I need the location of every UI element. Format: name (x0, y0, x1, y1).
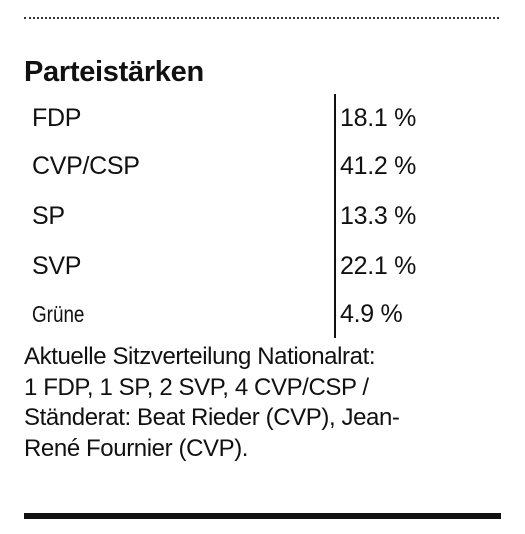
party-name: Grüne (32, 301, 85, 327)
party-share: 41.2 % (340, 152, 417, 180)
party-name: CVP/CSP (32, 152, 140, 180)
column-divider (334, 94, 336, 338)
table-row-svp: SVP 22.1 % (24, 242, 499, 288)
party-name: SVP (32, 252, 82, 280)
party-name: SP (32, 202, 65, 230)
party-share: 22.1 % (340, 252, 417, 280)
party-share: 18.1 % (340, 104, 417, 132)
party-share: 13.3 % (340, 202, 417, 230)
party-share: 4.9 % (340, 300, 403, 328)
seat-distribution-note: Aktuelle Sitzverteilung Nationalrat: 1 F… (24, 342, 504, 464)
table-row-gruene: Grüne 4.9 % (24, 290, 499, 336)
table-row-cvp-csp: CVP/CSP 41.2 % (24, 142, 499, 188)
note-line: René Fournier (CVP). (24, 434, 249, 462)
note-line: Aktuelle Sitzverteilung Nationalrat: (24, 343, 376, 370)
table-row-fdp: FDP 18.1 % (24, 94, 499, 140)
note-line: 1 FDP, 1 SP, 2 SVP, 4 CVP/CSP / (24, 373, 369, 401)
table-row-sp: SP 13.3 % (24, 192, 499, 238)
top-dotted-divider (24, 17, 499, 19)
party-strength-table: FDP 18.1 % CVP/CSP 41.2 % SP 13.3 % SVP … (24, 94, 499, 338)
note-line: Ständerat: Beat Rieder (CVP), Jean- (24, 404, 400, 431)
bottom-divider (24, 513, 501, 519)
section-heading: Parteistärken (24, 56, 204, 88)
party-name: FDP (32, 104, 82, 132)
